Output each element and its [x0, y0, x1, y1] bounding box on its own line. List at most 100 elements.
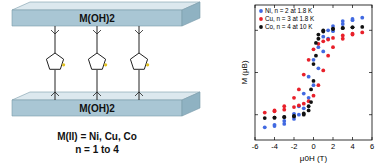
point: [351, 17, 355, 21]
x-tick-label: -4: [271, 142, 278, 151]
x-tick-label: -6: [252, 142, 259, 151]
caption: n = 1 to 4: [75, 144, 119, 155]
point: [326, 37, 330, 41]
layer-side: [182, 92, 200, 116]
point: [282, 115, 286, 119]
bond: [97, 26, 98, 53]
point: [312, 62, 316, 66]
point: [292, 96, 296, 100]
point: [312, 47, 316, 51]
x-tick: [333, 5, 334, 8]
x-tick: [333, 137, 334, 140]
point: [297, 113, 301, 117]
point: [351, 25, 355, 29]
point: [316, 83, 320, 87]
layer-front: [12, 100, 182, 116]
point: [316, 66, 320, 70]
bond: [139, 70, 140, 100]
point: [360, 31, 364, 35]
x-tick-label: 6: [370, 142, 374, 151]
series: [263, 31, 364, 115]
point: [309, 100, 313, 104]
y-tick: [369, 114, 372, 115]
legend-marker: [259, 9, 263, 13]
carboxylate: [135, 30, 143, 34]
point: [351, 32, 355, 36]
thiophene-linker: [46, 26, 65, 100]
point: [316, 37, 320, 41]
point: [302, 102, 306, 106]
layer-front: [12, 10, 182, 26]
point: [302, 112, 306, 116]
thiophene-linker: [88, 26, 107, 100]
point: [273, 109, 277, 113]
point: [321, 28, 325, 32]
marks: [263, 16, 364, 129]
y-tick: [369, 30, 372, 31]
carboxylate: [135, 92, 143, 96]
point: [312, 83, 316, 87]
x-tick-label: 0: [311, 142, 315, 151]
point: [309, 87, 313, 91]
point: [331, 45, 335, 49]
point: [273, 116, 277, 120]
x-tick-label: 2: [331, 142, 335, 151]
y-axis-label: M (μB): [240, 60, 249, 84]
x-tick: [294, 137, 295, 140]
point: [282, 119, 286, 123]
point: [326, 38, 330, 42]
point: [307, 96, 311, 100]
x-tick-label: -2: [291, 142, 298, 151]
sulfur-atom: [146, 63, 149, 66]
x-tick-label: 4: [350, 142, 354, 151]
series: [263, 25, 364, 120]
point: [273, 123, 277, 127]
point: [331, 36, 335, 40]
point: [316, 45, 320, 49]
x-tick: [352, 137, 353, 140]
point: [307, 75, 311, 79]
point: [263, 116, 267, 120]
point: [321, 50, 325, 54]
bond: [55, 70, 56, 100]
point: [263, 125, 267, 129]
point: [331, 27, 335, 31]
point: [351, 33, 355, 37]
point: [307, 109, 311, 113]
x-tick: [313, 137, 314, 140]
point: [321, 35, 325, 39]
carboxylate: [51, 92, 59, 96]
diagram: M(OH)2M(OH)2M(II) = Ni, Cu, Con = 1 to 4: [12, 2, 200, 155]
legend-label: Co, n = 4 at 10 K: [265, 23, 313, 30]
bond: [55, 26, 56, 53]
point: [360, 25, 364, 29]
point: [307, 58, 311, 62]
layer-side: [182, 2, 200, 26]
point: [297, 104, 301, 108]
carboxylate: [51, 30, 59, 34]
thiophene-ring: [88, 53, 105, 69]
y-tick: [255, 114, 258, 115]
layer-label: M(OH)2: [79, 103, 115, 114]
point: [302, 92, 306, 96]
point: [314, 54, 318, 58]
point: [312, 79, 316, 83]
thiophene-ring: [46, 53, 63, 69]
point: [341, 26, 345, 30]
figure: M(OH)2M(OH)2M(II) = Ni, Cu, Con = 1 to 4…: [0, 0, 377, 164]
legend-marker: [259, 25, 263, 29]
point: [351, 25, 355, 29]
carboxylate: [93, 92, 101, 96]
point: [341, 19, 345, 23]
hydroxide-layer: M(OH)2: [12, 92, 200, 116]
point: [326, 54, 330, 58]
y-tick: [255, 72, 258, 73]
thiophene-ring: [130, 53, 147, 69]
point: [331, 27, 335, 31]
legend-marker: [259, 17, 263, 21]
point: [273, 109, 277, 113]
y-tick: [369, 72, 372, 73]
bond: [139, 26, 140, 53]
caption: M(II) = Ni, Cu, Co: [57, 131, 137, 142]
point: [341, 37, 345, 41]
